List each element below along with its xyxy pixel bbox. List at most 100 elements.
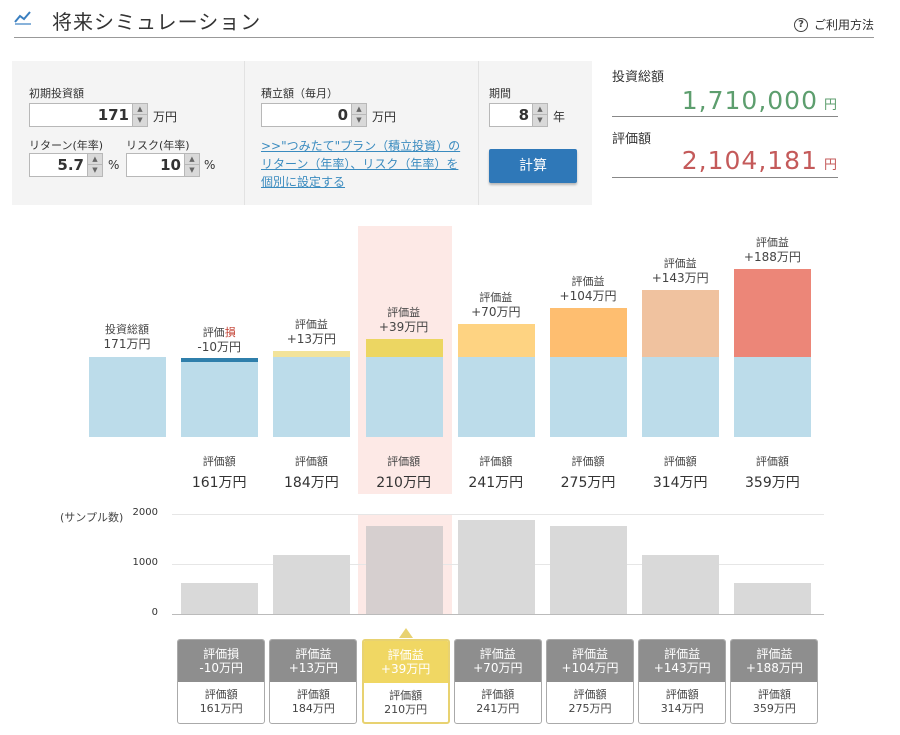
- summary-underline: [612, 116, 838, 117]
- histogram-bar: [273, 555, 351, 614]
- scenario-card[interactable]: 評価益 +70万円 評価額 241万円: [453, 639, 542, 724]
- scenario-card-eval-value: 275万円: [568, 702, 612, 715]
- stepper-down-icon[interactable]: ▼: [189, 166, 195, 174]
- chart-eval-label: 評価額 210万円: [354, 453, 454, 492]
- histogram-tick-label: 2000: [132, 507, 158, 518]
- chart-eval-title: 評価額: [202, 455, 236, 468]
- initial-investment-input[interactable]: 171 ▲ ▼: [29, 103, 148, 127]
- chart-label-gain: 評価益 +39万円: [354, 306, 454, 334]
- risk-value: 10: [160, 156, 181, 174]
- scenario-card-eval-title: 評価額: [296, 688, 330, 701]
- question-circle-icon: ?: [793, 17, 808, 32]
- risk-stepper[interactable]: ▲ ▼: [184, 154, 199, 176]
- scenario-card[interactable]: 評価益 +143万円 評価額 314万円: [638, 639, 727, 724]
- stepper-up-icon[interactable]: ▲: [88, 154, 102, 165]
- evaluation-amount: 2,104,181: [681, 146, 818, 175]
- chart-label-gain-value: +39万円: [378, 319, 429, 334]
- chart-eval-title: 評価額: [479, 455, 513, 468]
- return-label: リターン(年率): [29, 139, 104, 152]
- initial-investment-value: 171: [97, 106, 129, 124]
- scenario-card-eval-title: 評価額: [389, 689, 423, 702]
- scenario-card[interactable]: 評価益 +188万円 評価額 359万円: [730, 639, 819, 724]
- scenario-card[interactable]: 評価益 +39万円 評価額 210万円: [361, 639, 450, 724]
- stepper-up-icon[interactable]: ▲: [133, 104, 147, 115]
- histogram-bar: [181, 583, 259, 614]
- stepper-up-icon[interactable]: ▲: [352, 104, 366, 115]
- chart-label-kind: 評価益: [571, 275, 605, 289]
- monthly-amount-stepper[interactable]: ▲ ▼: [351, 104, 366, 126]
- initial-investment-unit: 万円: [153, 110, 178, 124]
- chart-label-gain-value: -10万円: [197, 339, 241, 354]
- histogram-axis-line: [172, 614, 824, 615]
- chart-eval-title: 評価額: [663, 455, 697, 468]
- chart-eval-value: 161万円: [191, 475, 247, 491]
- chart-eval-label: 評価額 275万円: [538, 453, 638, 492]
- scenario-card-header: 評価益 +104万円: [547, 640, 633, 682]
- scenario-card-eval-value: 359万円: [752, 702, 796, 715]
- scenario-card-eval-title: 評価額: [757, 688, 791, 701]
- evaluation-label: 評価額: [612, 132, 652, 147]
- scenario-card-kind: 評価益: [571, 647, 608, 661]
- return-input[interactable]: 5.7 ▲ ▼: [29, 153, 103, 177]
- initial-investment-stepper[interactable]: ▲ ▼: [132, 104, 147, 126]
- chart-eval-value: 184万円: [284, 475, 339, 491]
- chart-eval-value: 241万円: [468, 475, 524, 491]
- chart-eval-title: 評価額: [571, 455, 605, 468]
- chart-eval-value: 314万円: [652, 475, 708, 491]
- stepper-up-icon[interactable]: ▲: [533, 104, 547, 115]
- scenario-card[interactable]: 評価益 +13万円 評価額 184万円: [269, 639, 358, 724]
- scenario-card-gain: +13万円: [288, 661, 339, 675]
- scenario-card[interactable]: 評価損 -10万円 評価額 161万円: [177, 639, 266, 724]
- scenario-card-kind: 評価益: [664, 647, 701, 661]
- histogram-bar: [365, 526, 443, 614]
- stepper-up-icon[interactable]: ▲: [185, 154, 199, 165]
- return-stepper[interactable]: ▲ ▼: [87, 154, 102, 176]
- stepper-down-icon[interactable]: ▼: [92, 166, 98, 174]
- chart-label-base-value: 171万円: [103, 337, 151, 351]
- chart-label-base: 投資総額 171万円: [77, 323, 177, 351]
- help-link[interactable]: ? ご利用方法: [793, 16, 874, 33]
- return-unit: %: [108, 158, 120, 172]
- page-title: 将来シミュレーション: [52, 10, 262, 34]
- scenario-card-body: 評価額 161万円: [178, 682, 264, 716]
- return-value: 5.7: [57, 156, 84, 174]
- chart-label-base-title: 投資総額: [105, 323, 149, 336]
- scenario-card-body: 評価額 184万円: [270, 682, 356, 716]
- chart-label-kind: 評価益: [479, 291, 513, 305]
- histogram-tick-label: 1000: [132, 557, 158, 568]
- chart-bar-gain: [734, 269, 812, 357]
- scenario-card-header: 評価益 +143万円: [639, 640, 726, 682]
- scenario-card-body: 評価額 359万円: [731, 682, 817, 716]
- input-panel: 初期投資額 171 ▲ ▼ 万円 リターン(年率) 5.7 ▲ ▼ % リスク(年率…: [12, 61, 592, 205]
- chart-eval-value: 275万円: [560, 475, 616, 491]
- period-stepper[interactable]: ▲ ▼: [532, 104, 547, 126]
- histogram-bar: [550, 526, 627, 614]
- chart-bar-base: [273, 350, 351, 437]
- scenario-card[interactable]: 評価益 +104万円 評価額 275万円: [546, 639, 634, 724]
- initial-investment-label: 初期投資額: [29, 87, 84, 100]
- scenario-card-kind: 評価益: [756, 647, 793, 661]
- monthly-amount-label: 積立額（毎月）: [261, 87, 338, 100]
- tsumitate-settings-link[interactable]: >>"つみたて"プラン（積立投資）のリターン（年率）、リスク（年率）を個別に設定…: [261, 139, 461, 189]
- stepper-down-icon[interactable]: ▼: [356, 116, 362, 124]
- chart-label-kind: 評価益: [294, 317, 328, 331]
- total-investment-label: 投資総額: [612, 70, 665, 85]
- risk-label: リスク(年率): [126, 139, 190, 152]
- scenario-card-header: 評価益 +13万円: [270, 640, 357, 682]
- selected-card-pointer-icon: [398, 628, 413, 638]
- period-input[interactable]: 8 ▲ ▼: [489, 103, 548, 127]
- histogram-tick-label: 0: [151, 607, 158, 618]
- stepper-down-icon[interactable]: ▼: [137, 116, 143, 124]
- histogram-axis-title: (サンプル数): [60, 511, 124, 524]
- scenario-card-kind: 評価益: [479, 647, 516, 661]
- scenario-card-header: 評価損 -10万円: [178, 640, 265, 682]
- calculate-button[interactable]: 計算: [489, 149, 577, 183]
- chart-label-gain-value: +143万円: [651, 271, 709, 286]
- monthly-amount-input[interactable]: 0 ▲ ▼: [261, 103, 367, 127]
- chart-label-gain-value: +104万円: [559, 289, 617, 304]
- chart-eval-label: 評価額 359万円: [722, 453, 822, 492]
- stepper-down-icon[interactable]: ▼: [537, 116, 543, 124]
- risk-input[interactable]: 10 ▲ ▼: [126, 153, 200, 177]
- scenario-card-body: 評価額 314万円: [639, 682, 725, 716]
- chart-eval-label: 評価額 184万円: [261, 453, 361, 492]
